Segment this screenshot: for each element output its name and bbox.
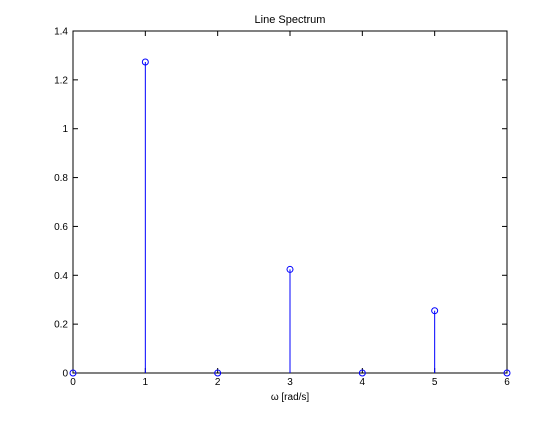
x-tick-label: 6 [504, 377, 510, 388]
x-tick-label: 0 [70, 377, 76, 388]
y-tick-label: 0.8 [54, 173, 68, 184]
y-tick-label: 1.4 [54, 27, 68, 38]
y-tick-label: 0.2 [54, 320, 68, 331]
chart-title: Line Spectrum [255, 14, 326, 26]
y-tick-label: 0.4 [54, 271, 68, 282]
y-tick-label: 1.2 [54, 75, 68, 86]
x-axis-label: ω [rad/s] [271, 392, 310, 403]
x-tick-label: 5 [432, 377, 438, 388]
x-tick-label: 1 [143, 377, 149, 388]
x-tick-label: 3 [287, 377, 293, 388]
y-tick-label: 1 [62, 124, 68, 135]
x-tick-label: 2 [215, 377, 221, 388]
x-tick-label: 4 [360, 377, 366, 388]
y-tick-label: 0 [62, 369, 68, 380]
y-tick-label: 0.6 [54, 222, 68, 233]
